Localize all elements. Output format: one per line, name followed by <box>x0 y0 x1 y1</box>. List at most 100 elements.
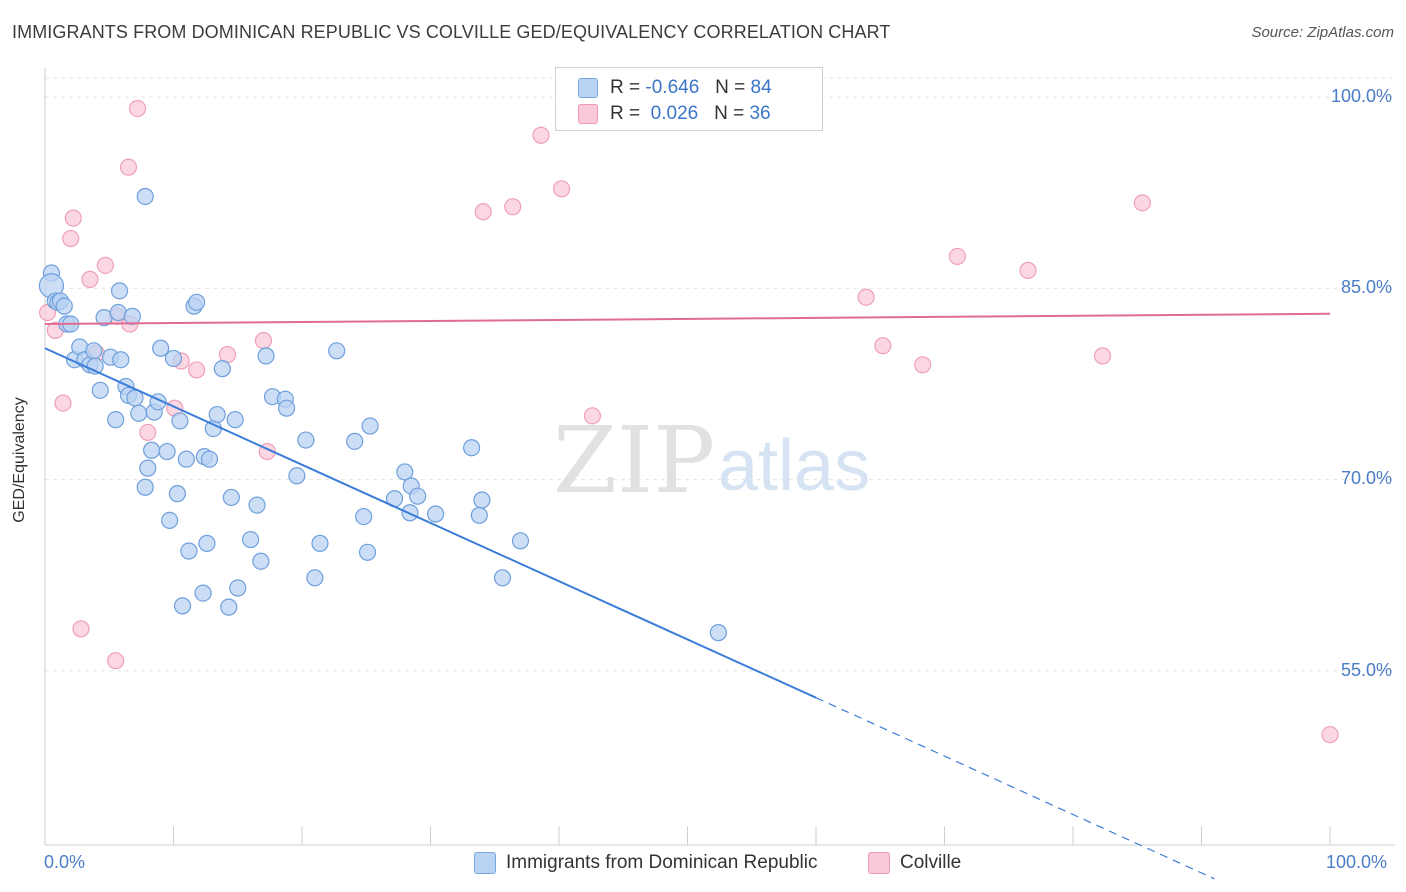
dominican-point <box>277 399 296 417</box>
blue-swatch <box>578 78 598 98</box>
dominican-point <box>463 439 481 457</box>
colville-point <box>119 158 138 176</box>
axes <box>44 68 1395 846</box>
dominican-point <box>139 459 157 477</box>
legend-row-colville: R = 0.026 N = 36 <box>578 102 771 126</box>
dominican-point <box>242 530 260 549</box>
dominican-point <box>355 507 373 526</box>
dominican-points <box>38 187 727 642</box>
pink-swatch <box>578 104 598 124</box>
pink-swatch <box>868 852 890 874</box>
dominican-point <box>226 411 244 429</box>
dominican-point <box>709 624 727 642</box>
blue-swatch <box>474 852 496 874</box>
dominican-point <box>109 303 127 322</box>
colville-point <box>948 247 966 266</box>
x-tick-0: 0.0% <box>44 852 86 872</box>
colville-point <box>532 126 550 144</box>
r-value-colville: 0.026 <box>650 103 699 124</box>
dominican-point <box>198 534 216 552</box>
y-tick-100: 100.0% <box>1330 86 1392 106</box>
colville-point <box>62 229 80 248</box>
stats-legend: R = -0.646 N = 84 R = 0.026 N = 36 <box>555 67 823 131</box>
dominican-point <box>208 405 226 424</box>
dominican-point <box>112 351 130 369</box>
colville-point <box>54 394 72 412</box>
dominican-point <box>107 411 125 429</box>
colville-point <box>1133 194 1151 212</box>
dominican-point <box>136 187 154 206</box>
colville-point <box>96 256 114 274</box>
dominican-point <box>311 534 329 552</box>
dominican-point <box>288 467 306 485</box>
dominican-point <box>85 342 103 360</box>
y-tick-70: 70.0% <box>1340 468 1392 488</box>
dominican-point <box>213 360 231 378</box>
colville-point <box>583 407 602 425</box>
colville-point <box>1019 261 1037 280</box>
colville-point <box>254 331 273 350</box>
dominican-point <box>396 463 414 481</box>
watermark-atlas: atlas <box>718 426 870 506</box>
watermark-zip: ZIP <box>553 407 715 514</box>
colville-point <box>81 270 99 288</box>
x-tick-100: 100.0% <box>1326 852 1388 872</box>
dominican-trendline <box>44 347 817 699</box>
y-tick-55: 55.0% <box>1340 660 1392 680</box>
dominican-point <box>168 485 186 503</box>
dominican-point <box>297 431 315 449</box>
legend-item-colville[interactable]: Colville <box>868 852 961 874</box>
dominican-point <box>188 293 206 311</box>
dominican-point <box>123 307 141 325</box>
dominican-point <box>91 381 109 399</box>
gridlines <box>45 77 1395 672</box>
colville-points <box>38 84 1339 744</box>
dominican-point <box>346 432 364 450</box>
dominican-point <box>55 297 73 315</box>
dominican-point <box>511 532 530 550</box>
dominican-point <box>493 569 512 587</box>
colville-trendline <box>44 312 1331 326</box>
colville-point <box>504 198 522 216</box>
dominican-point <box>470 506 488 524</box>
dominican-point <box>177 450 195 468</box>
dominican-point <box>257 347 275 365</box>
dominican-point <box>252 552 270 570</box>
dominican-point <box>328 342 346 360</box>
colville-point <box>857 288 875 306</box>
dominican-point <box>220 598 238 616</box>
colville-point <box>72 620 90 638</box>
dominican-point <box>200 450 219 468</box>
dominican-point <box>222 488 240 507</box>
dominican-trendline-extension <box>815 697 1215 880</box>
dominican-point <box>171 412 189 430</box>
colville-point <box>474 203 492 221</box>
dominican-point <box>164 349 183 368</box>
colville-point <box>1321 726 1339 744</box>
trendlines <box>44 312 1331 880</box>
dominican-point <box>143 441 161 459</box>
colville-point <box>107 652 125 670</box>
dominican-point <box>409 487 427 505</box>
n-value-dominican: 84 <box>750 77 772 98</box>
dominican-point <box>130 404 148 422</box>
legend-item-dominican[interactable]: Immigrants from Dominican Republic <box>474 852 818 874</box>
legend-row-dominican: R = -0.646 N = 84 <box>578 76 772 100</box>
dominican-point <box>136 478 154 496</box>
colville-point <box>552 180 571 198</box>
r-value-dominican: -0.646 <box>645 77 700 98</box>
dominican-point <box>473 491 491 509</box>
dominican-point <box>361 417 379 435</box>
colville-point <box>1093 347 1112 365</box>
colville-point <box>914 356 932 374</box>
dominican-point <box>158 442 176 461</box>
dominican-point <box>229 579 247 597</box>
y-tick-85: 85.0% <box>1340 277 1392 297</box>
dominican-point <box>180 542 198 560</box>
source-label: Source: ZipAtlas.com <box>1251 24 1394 41</box>
colville-point <box>128 99 147 118</box>
dominican-point <box>427 505 445 523</box>
colville-point <box>874 337 892 355</box>
colville-point <box>188 361 206 379</box>
